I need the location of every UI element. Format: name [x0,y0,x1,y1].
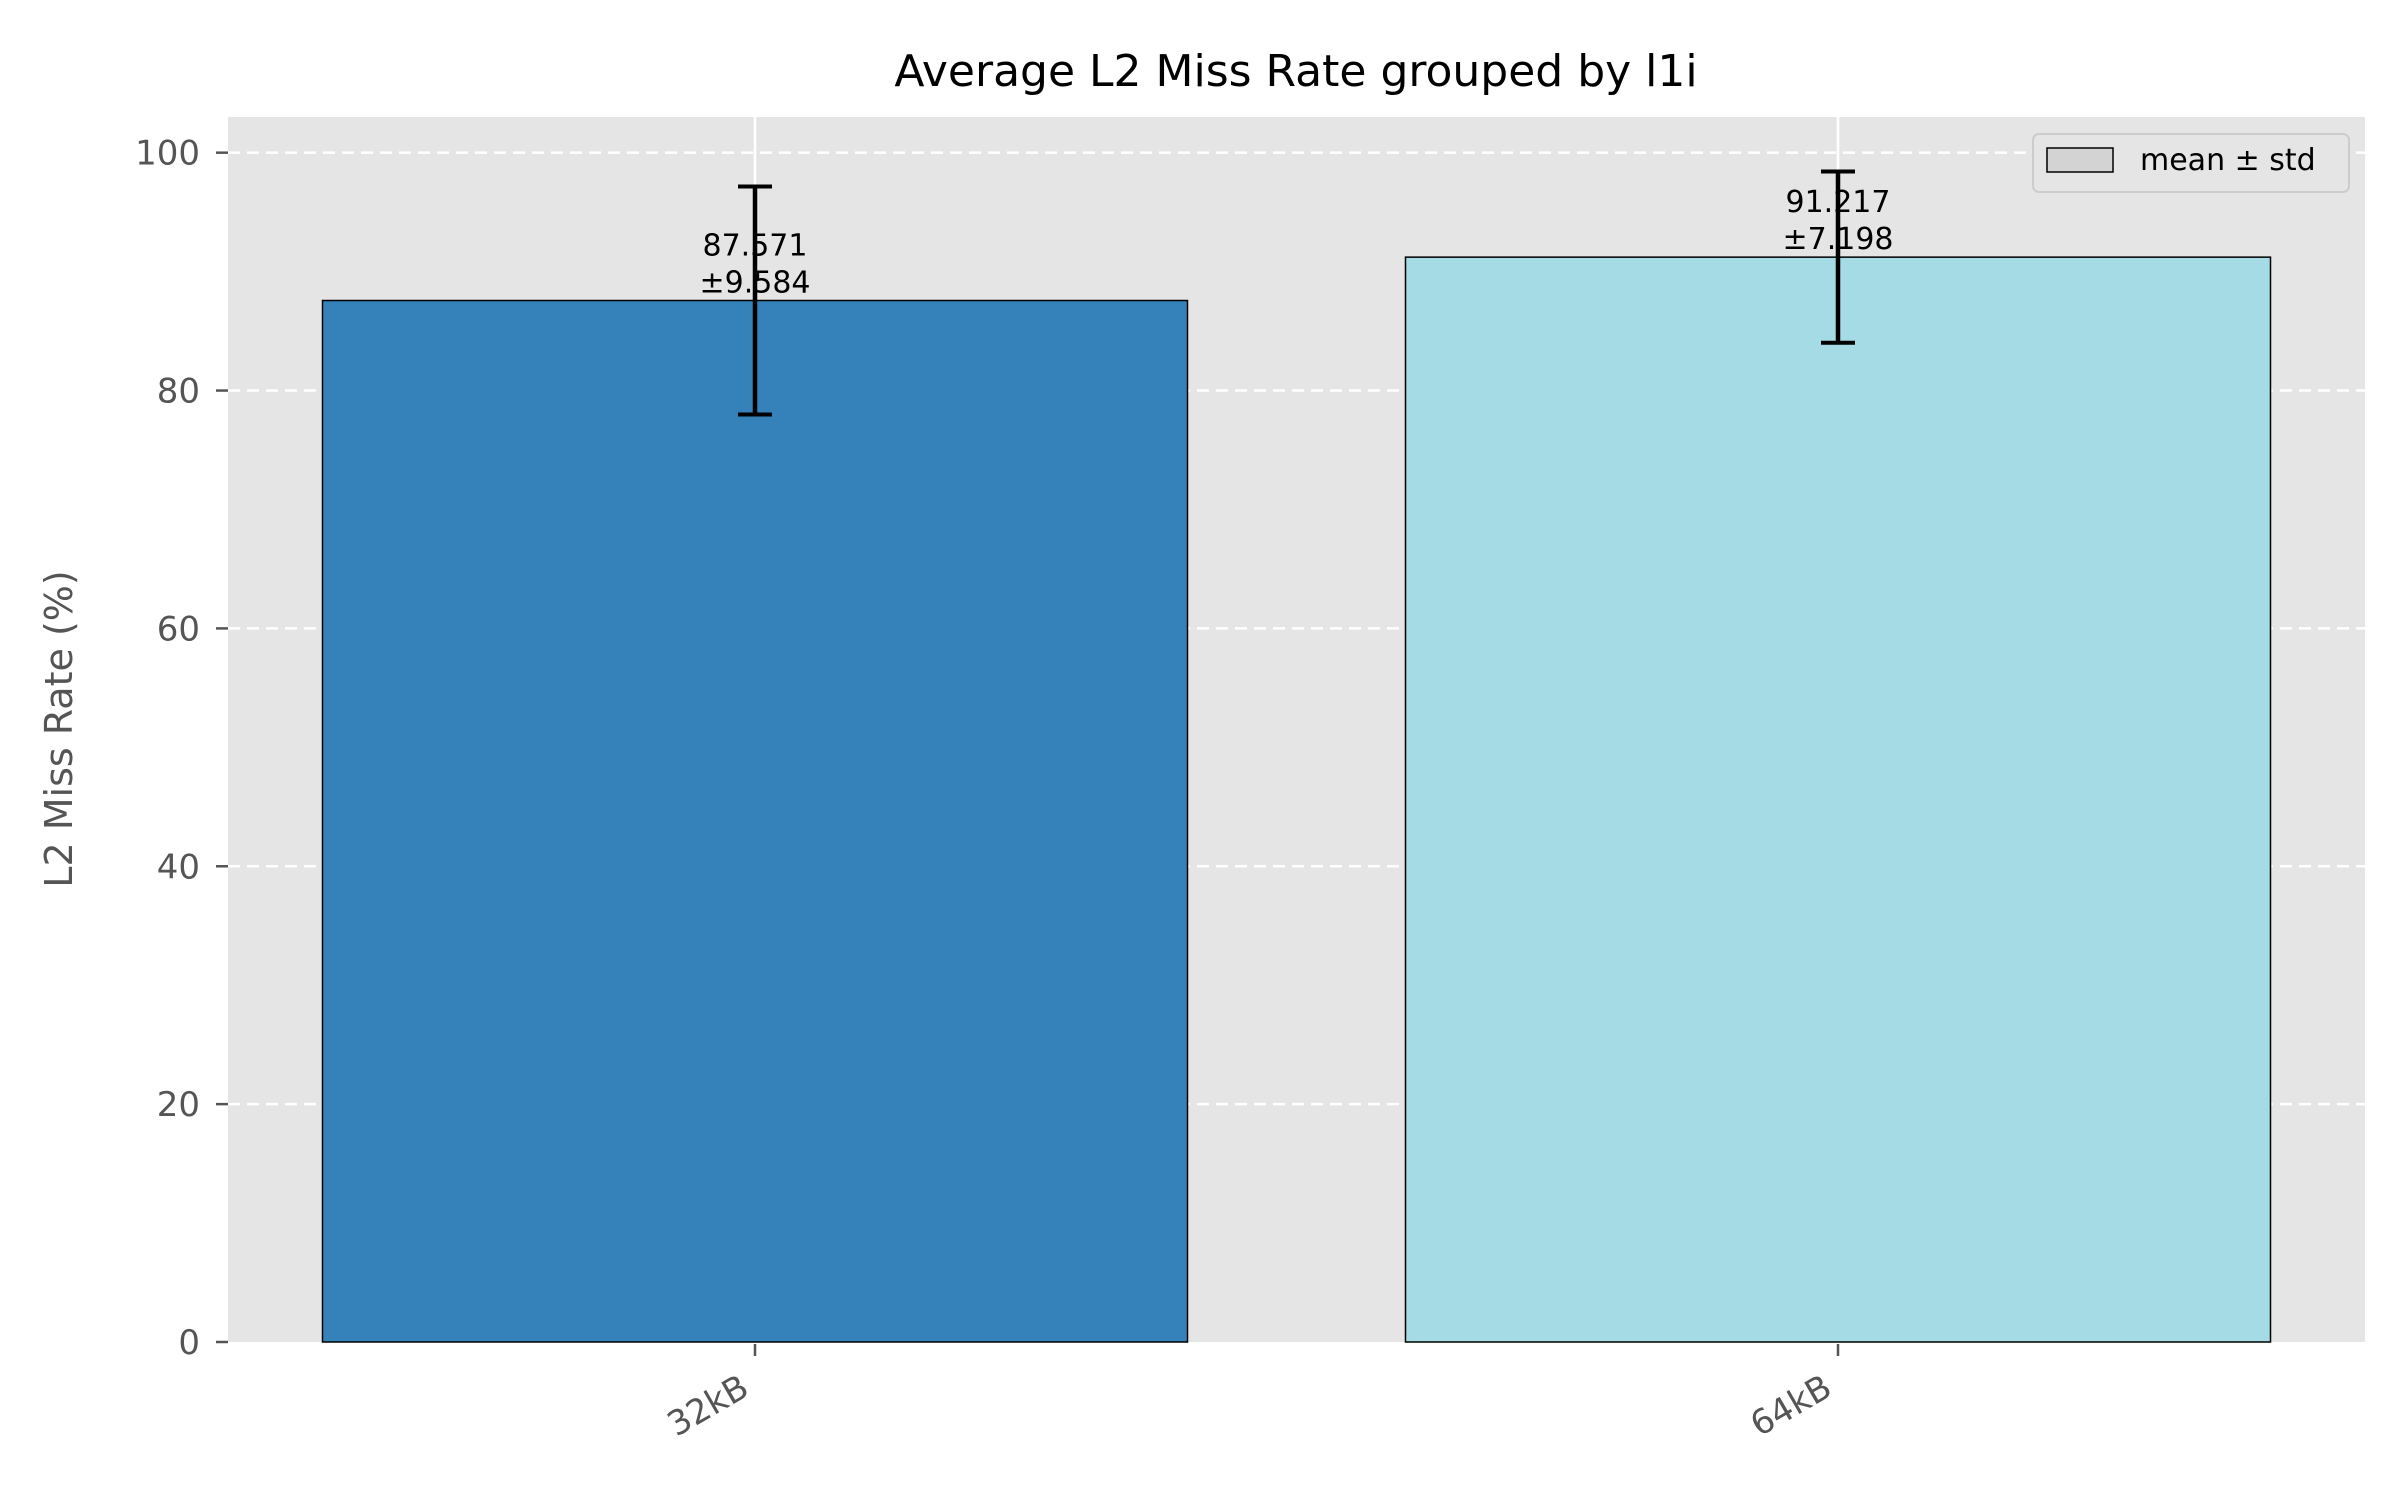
x-tick-label: 32kB [661,1367,756,1445]
bar-32kB [321,299,1189,1343]
bars [321,256,2272,1343]
y-axis: 0 20 40 60 80 100 [135,134,228,1363]
data-labels: 87.571±9.584 91.217±7.198 [699,185,1893,300]
y-tick-label: 20 [157,1085,200,1125]
data-label-error: ±7.198 [1782,222,1893,257]
legend-label: mean ± std [2140,143,2316,178]
error-bars [738,169,1855,417]
y-axis-label: L2 Miss Rate (%) [37,570,81,887]
y-tick-label: 80 [157,372,200,412]
legend: mean ± std [2032,133,2350,193]
y-tick-label: 40 [157,847,200,887]
data-label-value: 91.217 [1786,185,1891,220]
data-label-value: 87.571 [703,229,808,264]
y-tick-label: 0 [178,1323,200,1363]
x-tick-label: 64kB [1744,1367,1839,1445]
y-tick-label: 100 [135,134,200,174]
y-tick-label: 60 [157,609,200,649]
x-axis: 32kB 64kB [661,1344,1840,1445]
legend-swatch [2046,147,2114,173]
chart-title: Average L2 Miss Rate grouped by l1i [894,46,1697,97]
data-label-error: ±9.584 [699,266,810,301]
bar-64kB [1404,256,2272,1343]
